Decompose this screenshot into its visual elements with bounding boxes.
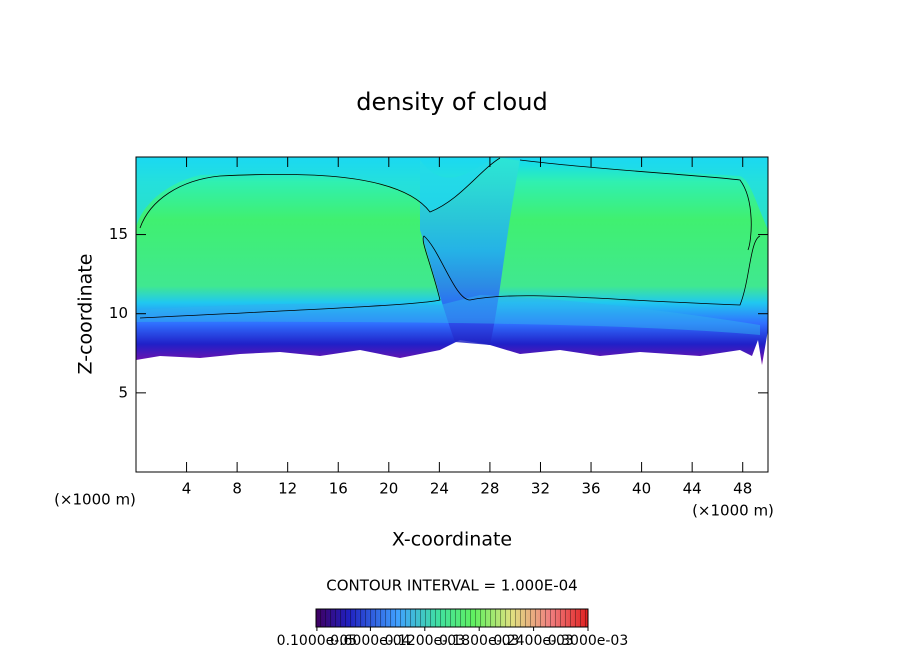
y-tick-label: 15 bbox=[109, 225, 128, 243]
x-tick-label: 24 bbox=[430, 480, 449, 498]
colorbar-tick-label: 0.1200e-03 bbox=[385, 633, 465, 649]
x-axis-label: X-coordinate bbox=[392, 529, 512, 551]
x-tick-label: 32 bbox=[531, 480, 550, 498]
contour-interval: CONTOUR INTERVAL = 1.000E-04 bbox=[326, 577, 577, 595]
x-tick-label: 48 bbox=[733, 480, 752, 498]
y-tick-label: 5 bbox=[118, 383, 128, 401]
chart-title: density of cloud bbox=[356, 88, 547, 116]
x-tick-label: 4 bbox=[182, 480, 192, 498]
colorbar-tick-label: 0.1800e-03 bbox=[439, 633, 519, 649]
y-unit-label: (×1000 m) bbox=[54, 491, 136, 509]
y-axis-label: Z-coordinate bbox=[75, 254, 97, 375]
x-tick-label: 36 bbox=[581, 480, 600, 498]
x-tick-label: 40 bbox=[632, 480, 651, 498]
y-tick-label: 10 bbox=[109, 304, 128, 322]
colorbar-tick-label: 0.2400e-03 bbox=[493, 633, 573, 649]
plot-frame bbox=[135, 156, 769, 473]
colorbar-tick-label: 0.6000e-04 bbox=[330, 633, 411, 649]
x-tick-label: 12 bbox=[278, 480, 297, 498]
cloud-field bbox=[136, 157, 768, 365]
x-tick-label: 8 bbox=[232, 480, 242, 498]
x-tick-label: 28 bbox=[480, 480, 499, 498]
colorbar-tick-label: 0.1000e-05 bbox=[277, 633, 357, 649]
x-tick-label: 20 bbox=[379, 480, 398, 498]
x-unit-label: (×1000 m) bbox=[692, 502, 774, 520]
x-tick-label: 44 bbox=[683, 480, 702, 498]
x-tick-label: 16 bbox=[329, 480, 348, 498]
colorbar-frame bbox=[315, 608, 589, 628]
colorbar-tick-label: 0.3000e-03 bbox=[548, 633, 628, 649]
